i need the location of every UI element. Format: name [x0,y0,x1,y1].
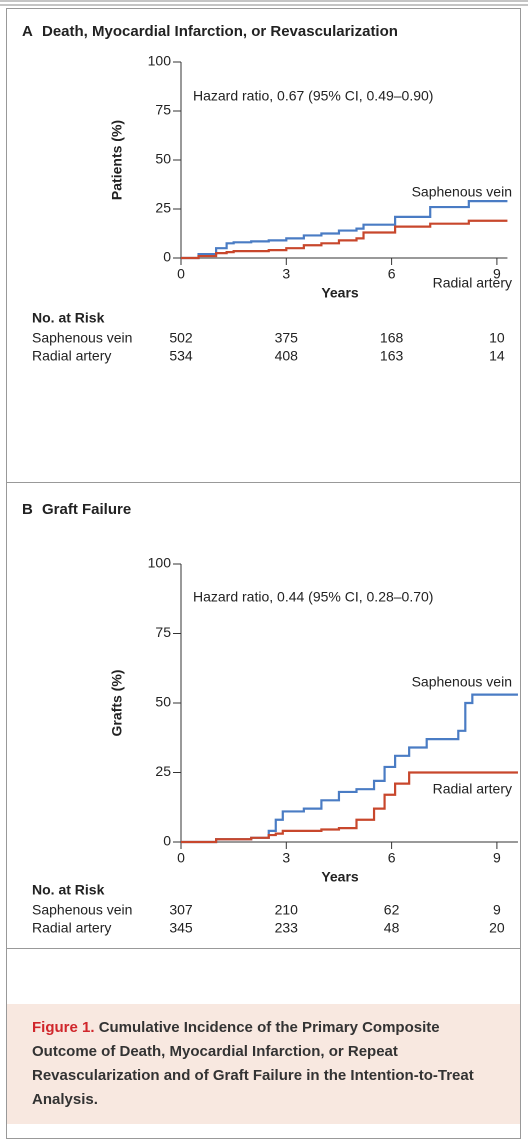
y-tick-label: 0 [163,249,171,265]
series-label: Radial artery [433,781,512,797]
panel-letter: A [22,23,33,40]
risk-value: 163 [380,348,404,364]
risk-value: 168 [380,330,404,346]
y-tick-label: 75 [155,102,171,118]
risk-value: 14 [489,348,505,364]
risk-row-label: Radial artery [32,348,111,364]
risk-value: 502 [169,330,193,346]
caption: Figure 1. Cumulative Incidence of the Pr… [32,1016,506,1112]
series-line [181,219,508,260]
series-line [181,771,518,844]
risk-row-label: Saphenous vein [32,902,132,918]
risk-value: 345 [169,920,193,936]
caption-text: Cumulative Incidence of the Primary Comp… [32,1019,474,1108]
caption-bg [7,1004,520,1124]
x-tick-label: 0 [177,850,185,866]
panel-title: Death, Myocardial Infarction, or Revascu… [42,23,398,40]
series-label: Radial artery [433,275,512,291]
risk-row-label: Radial artery [32,920,111,936]
y-axis-label: Grafts (%) [109,670,125,737]
y-tick-label: 100 [148,555,172,571]
risk-value: 10 [489,330,505,346]
y-axis-label: Patients (%) [109,120,125,200]
y-tick-label: 50 [155,694,171,710]
x-tick-label: 6 [388,850,396,866]
caption-label: Figure 1. [32,1019,95,1036]
risk-value: 20 [489,920,505,936]
risk-title: No. at Risk [32,882,105,898]
x-axis-label: Years [321,285,359,301]
panel-frame [6,8,521,483]
risk-value: 210 [275,902,299,918]
risk-value: 375 [275,330,299,346]
y-tick-label: 75 [155,624,171,640]
panel-frame [6,482,521,949]
risk-value: 9 [493,902,501,918]
y-tick-label: 25 [155,763,171,779]
panel-letter: B [22,501,33,518]
x-tick-label: 3 [282,850,290,866]
y-tick-label: 50 [155,151,171,167]
series-line [181,693,518,844]
x-axis-label: Years [321,869,359,885]
x-tick-label: 9 [493,266,501,282]
risk-value: 62 [384,902,400,918]
x-tick-label: 9 [493,850,501,866]
y-tick-label: 0 [163,833,171,849]
risk-value: 233 [275,920,299,936]
risk-value: 408 [275,348,299,364]
risk-title: No. at Risk [32,310,105,326]
y-tick-label: 25 [155,200,171,216]
risk-value: 48 [384,920,400,936]
panel-title: Graft Failure [42,501,131,518]
x-tick-label: 0 [177,266,185,282]
y-tick-label: 100 [148,53,172,69]
x-tick-label: 6 [388,266,396,282]
series-label: Saphenous vein [412,184,512,200]
annotation: Hazard ratio, 0.67 (95% CI, 0.49–0.90) [193,88,433,104]
annotation: Hazard ratio, 0.44 (95% CI, 0.28–0.70) [193,589,433,605]
series-label: Saphenous vein [412,674,512,690]
x-tick-label: 3 [282,266,290,282]
risk-value: 534 [169,348,193,364]
risk-value: 307 [169,902,193,918]
risk-row-label: Saphenous vein [32,330,132,346]
series-line [181,200,508,260]
